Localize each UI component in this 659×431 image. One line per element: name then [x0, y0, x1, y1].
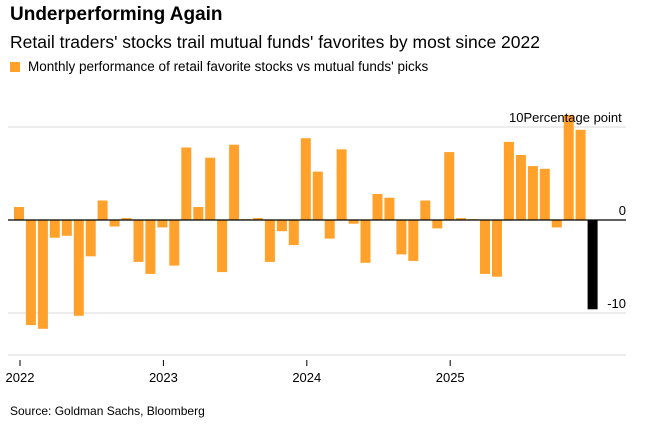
- bar-2024-01: [300, 138, 311, 220]
- source-note: Source: Goldman Sachs, Bloomberg: [10, 404, 205, 418]
- bar-2024-10: [408, 220, 419, 261]
- bar-2025-05: [492, 220, 502, 277]
- chart-subtitle: Retail traders' stocks trail mutual fund…: [10, 32, 540, 52]
- bar-2022-10: [121, 218, 132, 220]
- bar-2024-11: [420, 200, 431, 220]
- bar-2024-12: [432, 220, 443, 229]
- bar-2022-08: [97, 200, 108, 220]
- bar-2022-01: [14, 207, 24, 220]
- bar-2024-03: [324, 220, 335, 239]
- bar-2022-03: [37, 220, 48, 329]
- bar-2022-11: [133, 220, 144, 262]
- bar-2025-09: [539, 168, 550, 220]
- legend: Monthly performance of retail favorite s…: [10, 59, 428, 74]
- bar-2023-11: [276, 220, 287, 232]
- y-tick-label: 10Percentage point: [509, 110, 622, 125]
- bar-2025-08: [527, 166, 538, 220]
- y-tick-label: -10: [607, 296, 626, 311]
- bar-2024-09: [396, 220, 407, 255]
- bar-2025-11: [563, 114, 574, 220]
- bar-2024-02: [312, 171, 323, 220]
- bar-2022-12: [145, 220, 156, 274]
- bar-2025-01: [444, 152, 455, 220]
- bar-2022-04: [49, 220, 60, 238]
- bar-2023-12: [288, 220, 299, 246]
- bar-2024-04: [336, 149, 347, 220]
- bar-2023-03: [181, 147, 192, 220]
- bar-2023-10: [264, 220, 275, 262]
- bar-2023-09: [253, 218, 263, 220]
- y-unit-label: Percentage point: [523, 110, 622, 125]
- bar-2022-07: [85, 220, 96, 257]
- bar-2022-05: [61, 220, 72, 236]
- bar-2023-02: [169, 220, 180, 266]
- chart-title: Underperforming Again: [10, 4, 223, 25]
- bar-2025-02: [456, 218, 467, 220]
- bar-2022-06: [73, 220, 84, 316]
- x-tick-label: 2023: [149, 370, 178, 385]
- bar-2025-10: [551, 220, 562, 228]
- legend-label: Monthly performance of retail favorite s…: [28, 59, 429, 74]
- bar-2024-07: [372, 194, 383, 220]
- bar-2025-07: [515, 154, 526, 220]
- bar-2023-07: [229, 144, 240, 220]
- bar-2023-06: [217, 220, 228, 273]
- bar-2025-12: [575, 129, 586, 220]
- bar-2023-01: [157, 220, 168, 228]
- bar-2024-08: [384, 197, 395, 220]
- bar-2025-04: [480, 220, 490, 274]
- y-tick-label: 0: [619, 203, 626, 218]
- bar-2024-05: [348, 220, 359, 224]
- bar-2023-05: [205, 157, 216, 220]
- bar-2022-09: [109, 220, 120, 227]
- bar-2024-06: [360, 220, 371, 263]
- bar-2026-01: [587, 220, 598, 310]
- bar-2023-04: [193, 207, 204, 220]
- x-tick-label: 2022: [6, 370, 35, 385]
- bar-2022-02: [25, 220, 36, 326]
- bar-2025-06: [503, 141, 514, 220]
- legend-swatch: [10, 61, 20, 72]
- x-tick-label: 2025: [436, 370, 465, 385]
- x-tick-label: 2024: [292, 370, 321, 385]
